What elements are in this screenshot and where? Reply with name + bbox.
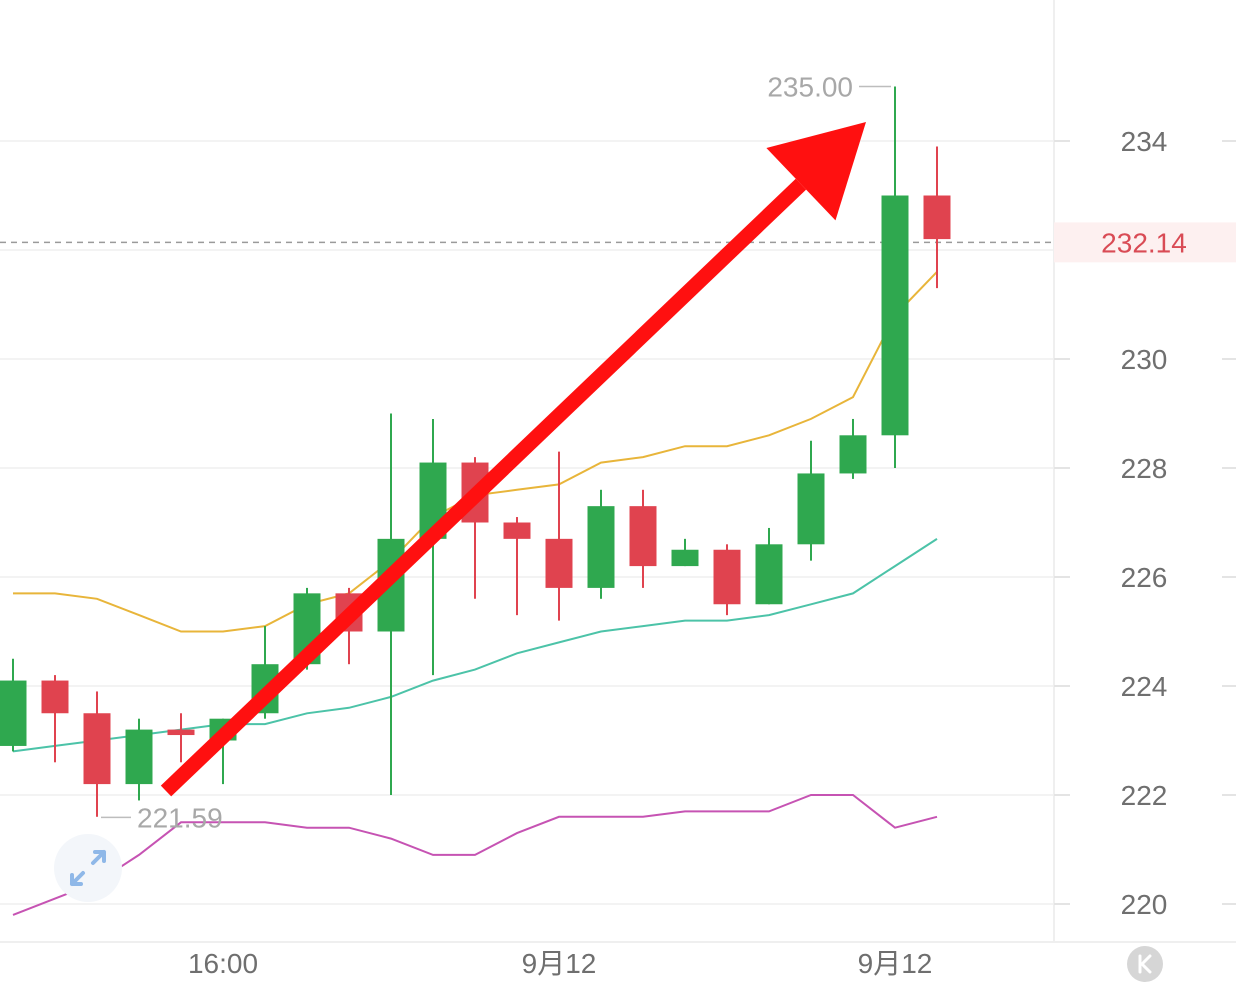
grid-lines xyxy=(0,0,1236,943)
indicator-line-2 xyxy=(12,538,938,753)
candle-body xyxy=(83,713,111,785)
candle-17 xyxy=(671,538,699,567)
candle-body xyxy=(545,538,573,588)
candle-body xyxy=(713,549,741,605)
x-tick-label: 9月12 xyxy=(858,948,933,979)
trend-arrow xyxy=(160,122,866,797)
trend-arrow-shaft xyxy=(160,178,807,797)
candle-body xyxy=(41,680,69,714)
candle-body xyxy=(587,506,615,588)
candle-3 xyxy=(83,691,111,817)
candle-13 xyxy=(503,517,531,616)
expand-arrows-icon[interactable] xyxy=(54,834,122,902)
y-tick-label: 224 xyxy=(1121,671,1168,702)
candle-1 xyxy=(0,658,27,752)
candle-4 xyxy=(125,718,153,801)
y-tick-label: 230 xyxy=(1121,344,1168,375)
current-price-line: 232.14 xyxy=(0,222,1236,263)
candle-body xyxy=(839,435,867,474)
current-price-tag xyxy=(1054,222,1236,263)
candle-body xyxy=(629,506,657,567)
candle-body xyxy=(671,549,699,567)
candle-body xyxy=(125,729,153,785)
k-circle-icon[interactable] xyxy=(1127,946,1163,982)
candle-body xyxy=(503,522,531,539)
candle-20 xyxy=(797,440,825,561)
candle-body xyxy=(923,195,951,240)
y-tick-label: 226 xyxy=(1121,562,1168,593)
candle-21 xyxy=(839,418,867,479)
candle-18 xyxy=(713,544,741,616)
candle-body xyxy=(797,473,825,545)
x-tick-label: 9月12 xyxy=(522,948,597,979)
y-tick-label: 228 xyxy=(1121,453,1168,484)
candle-10 xyxy=(377,413,405,795)
current-price-label: 232.14 xyxy=(1101,227,1187,258)
candle-22 xyxy=(881,86,909,468)
candle-body xyxy=(0,680,27,746)
candle-19 xyxy=(755,527,783,605)
y-tick-label: 222 xyxy=(1121,780,1168,811)
candle-14 xyxy=(545,451,573,621)
price-markers: 235.00 221.59 xyxy=(101,72,891,833)
trend-arrow-head xyxy=(766,122,866,221)
x-tick-label: 16:00 xyxy=(188,948,258,979)
candle-body xyxy=(167,729,195,736)
candle-16 xyxy=(629,489,657,588)
indicator-line-3 xyxy=(12,794,938,916)
low-marker-label: 221.59 xyxy=(137,802,223,833)
candle-15 xyxy=(587,489,615,599)
x-axis: 16:00 9月12 9月12 xyxy=(188,948,932,979)
y-tick-label: 234 xyxy=(1121,126,1168,157)
candle-body xyxy=(755,544,783,605)
high-marker-label: 235.00 xyxy=(767,72,853,103)
y-axis: 234 230 228 226 224 222 220 xyxy=(1121,126,1168,920)
y-tick-label: 220 xyxy=(1121,889,1168,920)
candle-body xyxy=(881,195,909,436)
candle-2 xyxy=(41,675,69,763)
candles xyxy=(0,86,951,817)
candle-5 xyxy=(167,713,195,763)
candle-23 xyxy=(923,146,951,289)
